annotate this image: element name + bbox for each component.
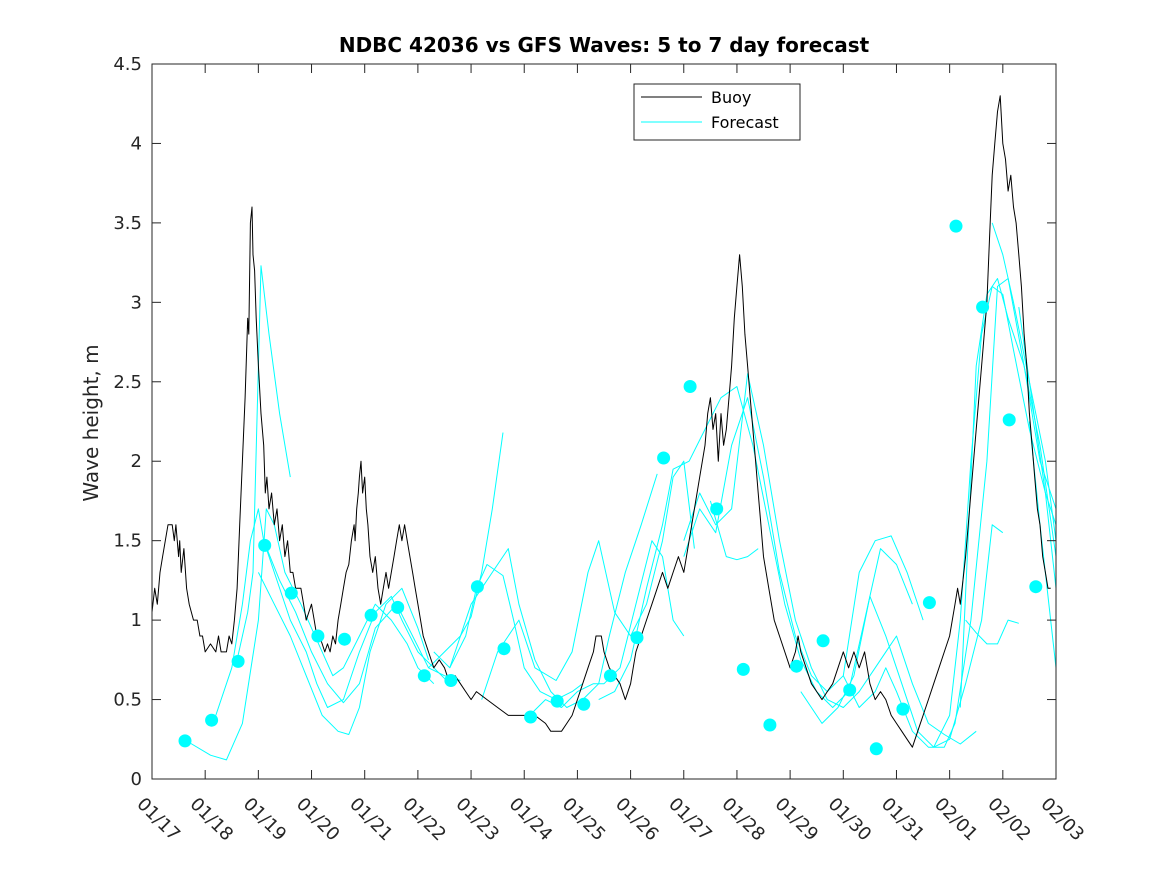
forecast-marker-10	[417, 669, 431, 683]
legend-label-buoy: Buoy	[711, 88, 751, 107]
y-tick-label: 3.5	[113, 213, 142, 234]
forecast-marker-5	[284, 586, 298, 600]
forecast-marker-16	[577, 697, 591, 711]
forecast-series-line-4	[257, 572, 429, 735]
forecast-marker-7	[338, 632, 351, 646]
forecast-marker-23	[763, 718, 777, 732]
forecast-marker-6	[311, 629, 325, 643]
forecast-series-line-19	[965, 619, 1019, 645]
forecast-marker-15	[550, 694, 564, 708]
forecast-marker-17	[603, 669, 617, 683]
legend-box	[633, 83, 801, 141]
forecast-marker-12	[470, 580, 484, 594]
legend-label-forecast: Forecast	[711, 113, 779, 132]
series-layer	[152, 95, 1056, 761]
forecast-marker-32	[1002, 413, 1016, 427]
y-tick-label: 1.5	[113, 531, 142, 552]
forecast-series-line-16	[842, 278, 1056, 748]
y-tick-label: 0.5	[113, 690, 142, 711]
forecast-series-line-12	[683, 397, 924, 693]
y-axis-label: Wave height, m	[79, 344, 103, 501]
forecast-marker-31	[976, 300, 990, 314]
chart-title: NDBC 42036 vs GFS Waves: 5 to 7 day fore…	[339, 33, 870, 57]
y-tick-label: 4.5	[113, 54, 142, 75]
forecast-series-line-3	[236, 265, 291, 660]
forecast-series-line-9	[481, 460, 695, 700]
forecast-marker-19	[657, 451, 671, 465]
forecast-marker-33	[1029, 580, 1043, 594]
forecast-marker-1	[178, 734, 192, 748]
forecast-marker-18	[630, 631, 644, 645]
forecast-series-line-14	[709, 500, 759, 561]
forecast-marker-11	[444, 674, 458, 687]
forecast-series-line-2	[215, 508, 451, 716]
forecast-marker-13	[497, 642, 511, 656]
forecast-marker-14	[524, 710, 538, 724]
forecast-series-line-15	[800, 524, 1004, 748]
y-tick-label: 1	[131, 610, 142, 631]
forecast-series-line-20	[991, 222, 1056, 541]
forecast-marker-28	[896, 702, 910, 716]
forecast-marker-8	[364, 608, 378, 622]
forecast-marker-3	[231, 654, 245, 668]
y-tick-label: 2	[131, 451, 142, 472]
forecast-marker-20	[683, 380, 697, 393]
y-tick-label: 2.5	[113, 372, 142, 393]
forecast-marker-30	[949, 219, 963, 233]
axes-box	[151, 63, 1057, 780]
forecast-marker-24	[790, 659, 803, 673]
forecast-series-line-13	[683, 373, 977, 745]
forecast-marker-25	[816, 634, 830, 648]
forecast-series-line-6	[428, 432, 504, 669]
forecast-marker-26	[843, 683, 857, 697]
forecast-marker-27	[869, 742, 883, 756]
buoy-series-line	[152, 95, 1051, 748]
forecast-marker-9	[391, 600, 405, 614]
forecast-marker-2	[205, 713, 219, 727]
y-tick-label: 0	[131, 769, 142, 790]
forecast-marker-22	[736, 662, 750, 676]
forecast-series-line-1	[188, 508, 435, 761]
y-tick-label: 3	[131, 292, 142, 313]
forecast-marker-4	[258, 538, 272, 552]
plot-area	[152, 64, 1056, 779]
forecast-marker-21	[710, 502, 724, 516]
forecast-series-line-18	[959, 278, 1056, 708]
forecast-marker-29	[922, 596, 936, 610]
legend: Buoy Forecast	[633, 83, 801, 141]
y-tick-label: 4	[131, 133, 142, 154]
forecast-series-line-11	[598, 386, 913, 708]
